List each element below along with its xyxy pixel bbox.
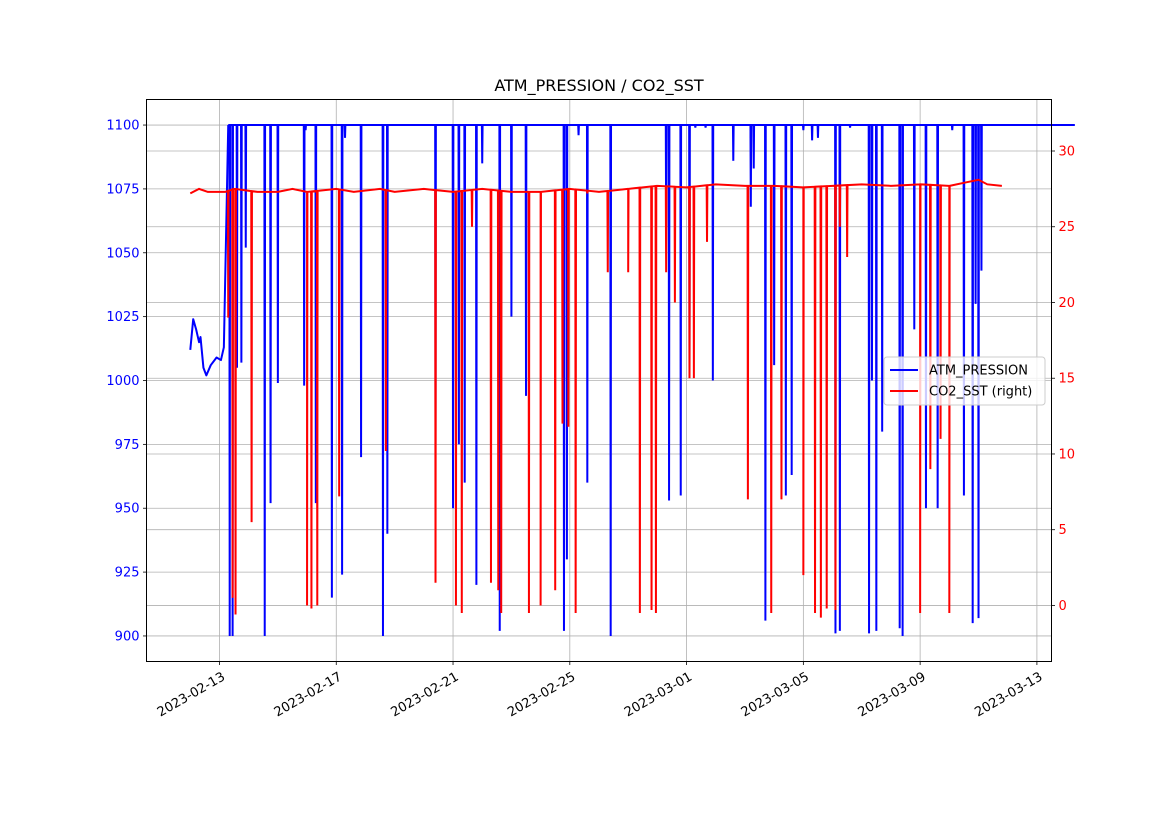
legend-box xyxy=(883,356,1046,406)
legend-label-atm: ATM_PRESSION xyxy=(929,364,1028,379)
y-left-tick-label: 900 xyxy=(115,629,140,644)
series-atm-pression xyxy=(228,124,1075,636)
series-co2-sst xyxy=(189,178,1002,618)
y-right-tick-label: 15 xyxy=(1059,372,1076,387)
y-left-tick-label: 1050 xyxy=(106,246,139,261)
y-right-tick-label: 25 xyxy=(1059,220,1076,235)
y-left-tick-label: 1075 xyxy=(106,182,139,197)
y-right-tick-label: 20 xyxy=(1059,296,1076,311)
y-right-tick-label: 10 xyxy=(1059,447,1076,462)
y-left-tick-label: 975 xyxy=(115,438,140,453)
y-right-tick-label: 5 xyxy=(1059,523,1067,538)
y-left-tick-label: 1000 xyxy=(106,374,139,389)
y-left-tick-label: 1025 xyxy=(106,310,139,325)
y-left-tick-label: 925 xyxy=(115,566,140,581)
series-area xyxy=(189,124,1075,636)
y-left-tick-label: 1100 xyxy=(106,119,139,134)
y-right-tick-label: 30 xyxy=(1059,145,1076,160)
legend: ATM_PRESSION CO2_SST (right) xyxy=(883,356,1046,406)
series-atm-pression-initial xyxy=(189,125,230,377)
y-right-tick-label: 0 xyxy=(1059,599,1067,614)
chart-title: ATM_PRESSION / CO2_SST xyxy=(494,76,704,96)
y-left-tick-label: 950 xyxy=(115,502,140,517)
legend-label-co2: CO2_SST (right) xyxy=(929,385,1032,400)
